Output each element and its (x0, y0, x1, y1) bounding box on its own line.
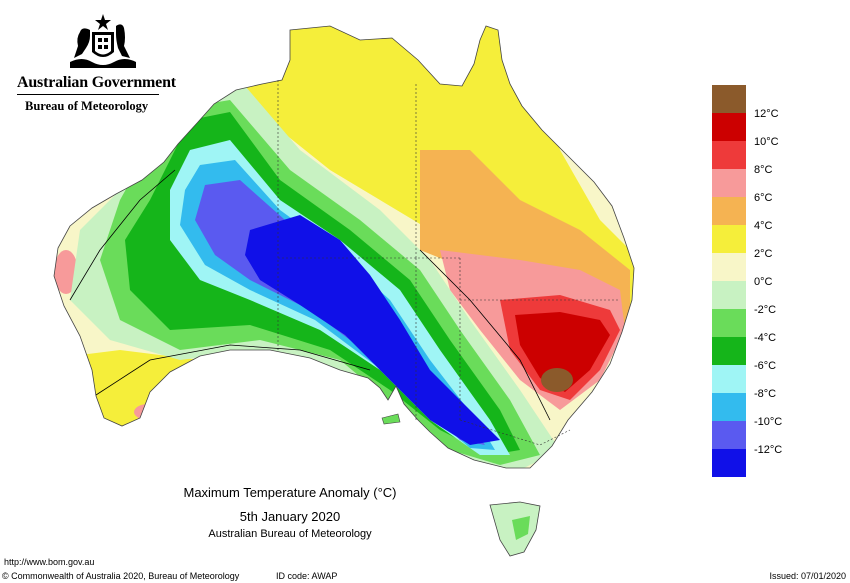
legend-swatch-m10 (712, 393, 746, 421)
government-title: Australian Government (17, 74, 176, 91)
legend-label: 0°C (754, 276, 773, 288)
color-legend: 12°C 10°C 8°C 6°C 4°C 2°C 0°C -2°C -4°C … (712, 85, 812, 477)
legend-swatch-m6 (712, 337, 746, 365)
map-title: Maximum Temperature Anomaly (°C) (183, 485, 397, 500)
legend-label: -10°C (754, 416, 783, 428)
legend-swatch-8 (712, 141, 746, 169)
bom-url-link[interactable]: http://www.bom.gov.au (4, 557, 95, 567)
legend-swatch-12 (712, 85, 746, 113)
legend-swatch-m4 (712, 309, 746, 337)
state-borders (277, 80, 620, 446)
zero-contour (69, 169, 551, 421)
title-divider (17, 94, 159, 95)
issued-date: Issued: 07/01/2020 (769, 571, 846, 581)
legend-swatch-2 (712, 225, 746, 253)
legend-label: 4°C (754, 220, 773, 232)
legend-label: -4°C (754, 332, 777, 344)
legend-label: 6°C (754, 192, 773, 204)
legend-swatch-m8 (712, 365, 746, 393)
legend-label: -12°C (754, 444, 783, 456)
legend-swatch-m12 (712, 421, 746, 449)
id-code: ID code: AWAP (276, 571, 338, 581)
legend-swatch-6 (712, 169, 746, 197)
legend-swatch-min (712, 449, 746, 477)
legend-label: -2°C (754, 304, 777, 316)
legend-label: 2°C (754, 248, 773, 260)
legend-label: 12°C (754, 108, 779, 120)
legend-swatch-4 (712, 197, 746, 225)
map-date: 5th January 2020 (239, 509, 341, 524)
tasmania (489, 501, 541, 557)
mainland-coastline (53, 25, 635, 469)
legend-swatch-10 (712, 113, 746, 141)
legend-label: -8°C (754, 388, 777, 400)
legend-swatch-m2 (712, 281, 746, 309)
legend-label: 8°C (754, 164, 773, 176)
copyright-text: © Commonwealth of Australia 2020, Bureau… (2, 571, 240, 581)
agency-title: Bureau of Meteorology (25, 99, 149, 113)
kangaroo-island (381, 413, 401, 425)
coat-of-arms-icon (70, 14, 136, 68)
map-source: Australian Bureau of Meteorology (208, 528, 372, 540)
legend-label: 10°C (754, 136, 779, 148)
legend-label: -6°C (754, 360, 777, 372)
government-logo: Australian Government Bureau of Meteorol… (14, 10, 176, 120)
legend-swatch-0 (712, 253, 746, 281)
